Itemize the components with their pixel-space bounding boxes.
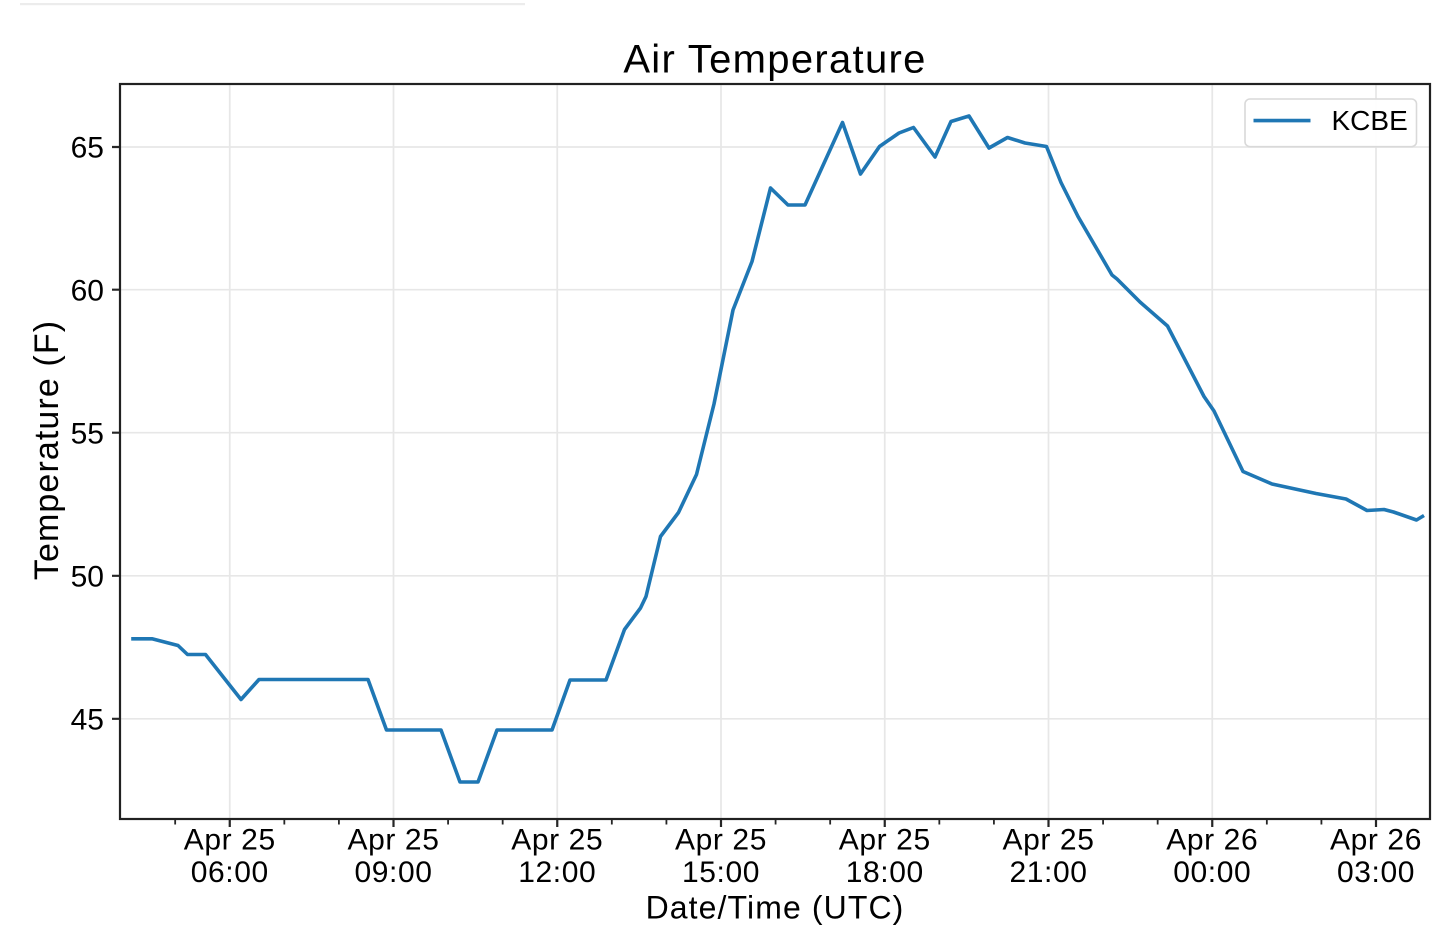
- svg-text:Date/Time (UTC): Date/Time (UTC): [646, 890, 905, 926]
- svg-text:Apr 25: Apr 25: [511, 824, 603, 857]
- svg-text:KCBE: KCBE: [1332, 105, 1408, 136]
- svg-text:Apr 25: Apr 25: [675, 824, 767, 857]
- svg-text:18:00: 18:00: [846, 856, 924, 889]
- svg-text:03:00: 03:00: [1337, 856, 1415, 889]
- svg-text:45: 45: [71, 704, 104, 737]
- svg-text:Apr 25: Apr 25: [348, 824, 440, 857]
- svg-text:15:00: 15:00: [682, 856, 760, 889]
- svg-text:Air Temperature: Air Temperature: [623, 38, 926, 82]
- svg-text:06:00: 06:00: [191, 856, 269, 889]
- svg-text:00:00: 00:00: [1173, 856, 1251, 889]
- svg-text:50: 50: [71, 561, 104, 594]
- svg-text:55: 55: [71, 417, 104, 450]
- svg-text:Apr 25: Apr 25: [839, 824, 931, 857]
- svg-text:Apr 25: Apr 25: [1003, 824, 1095, 857]
- svg-text:Apr 26: Apr 26: [1330, 824, 1422, 857]
- svg-text:Temperature (F): Temperature (F): [28, 320, 66, 580]
- svg-text:Apr 25: Apr 25: [184, 824, 276, 857]
- svg-text:12:00: 12:00: [518, 856, 596, 889]
- svg-text:09:00: 09:00: [354, 856, 432, 889]
- svg-text:21:00: 21:00: [1009, 856, 1087, 889]
- svg-text:60: 60: [71, 274, 104, 307]
- svg-text:Apr 26: Apr 26: [1166, 824, 1258, 857]
- svg-text:65: 65: [71, 132, 104, 165]
